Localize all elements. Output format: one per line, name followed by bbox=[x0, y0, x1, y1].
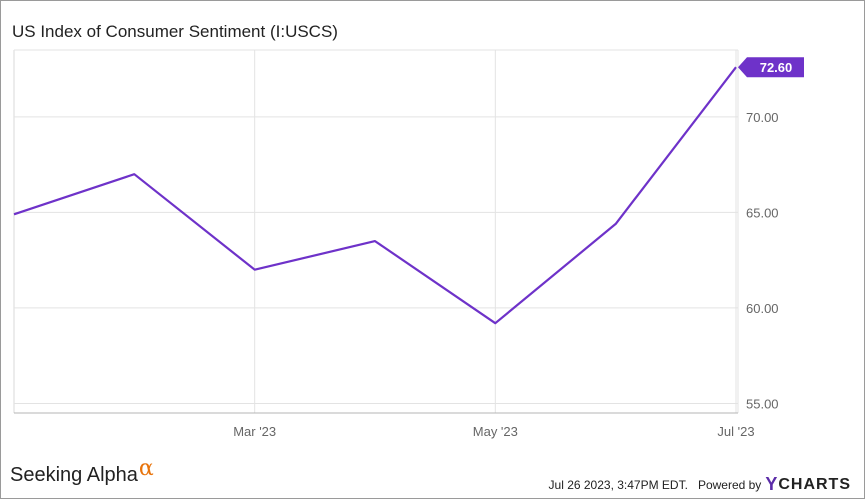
grid bbox=[13, 49, 739, 414]
chart-title: US Index of Consumer Sentiment (I:USCS) bbox=[12, 22, 338, 41]
ycharts-name: CHARTS bbox=[778, 475, 851, 493]
x-tick-label: Mar '23 bbox=[233, 424, 276, 439]
y-tick-label: 60.00 bbox=[746, 301, 779, 316]
ycharts-logo[interactable]: Y CHARTS bbox=[765, 474, 851, 495]
last-value-badge bbox=[738, 57, 804, 78]
footer: Jul 26 2023, 3:47PM EDT. Powered by Y CHA… bbox=[549, 474, 851, 495]
logo-text: Seeking Alpha bbox=[10, 464, 138, 486]
x-tick-label: May '23 bbox=[473, 424, 518, 439]
y-tick-label: 70.00 bbox=[746, 110, 779, 125]
series-line bbox=[13, 66, 737, 325]
seeking-alpha-logo: Seeking Alphaα bbox=[10, 456, 154, 487]
timestamp: Jul 26 2023, 3:47PM EDT. bbox=[548, 477, 688, 492]
last-value-label: 72.60 bbox=[760, 60, 793, 75]
series-group bbox=[13, 66, 737, 325]
alpha-logo-icon: α bbox=[138, 456, 154, 481]
axis-ticks: 55.00 60.00 65.00 70.00 Mar '23 May '23 Jul '2… bbox=[233, 110, 778, 439]
last-value-group: 72.60 bbox=[738, 57, 804, 78]
y-tick-label: 65.00 bbox=[746, 205, 779, 220]
x-tick-label: Jul '23 bbox=[717, 424, 754, 439]
ycharts-y-icon: Y bbox=[765, 474, 779, 494]
powered-by-label: Powered by bbox=[697, 477, 762, 492]
y-tick-label: 55.00 bbox=[746, 396, 779, 411]
